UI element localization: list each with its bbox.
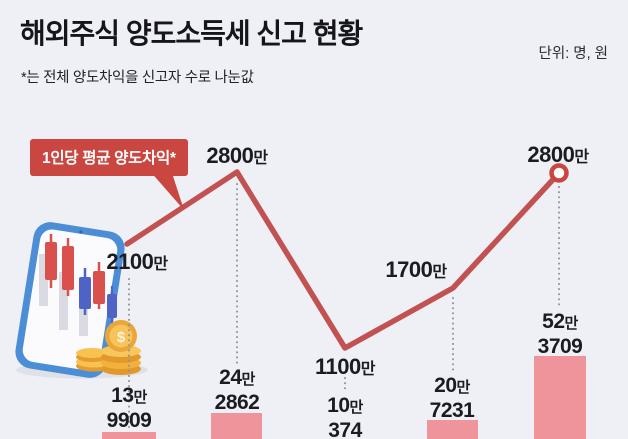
bar-value-label: 52만 3709	[538, 310, 583, 358]
page-title: 해외주식 양도소득세 신고 현황	[20, 18, 363, 49]
bar-value-label: 13만 9909	[107, 384, 152, 432]
bar-value-digits: 24	[219, 366, 242, 389]
bar-value-label: 20만 7231	[430, 374, 475, 422]
line-value-label: 2800만	[527, 142, 589, 168]
bar-value-digits: 20	[434, 374, 457, 397]
line-value-digits: 1700	[385, 257, 433, 282]
line-value-suffix: 만	[153, 256, 168, 273]
bar-value-label: 24만 2862	[215, 366, 260, 414]
bar-value-suffix: 만	[456, 379, 471, 396]
bar-value-line1: 13만	[107, 384, 152, 409]
bar-value-line1: 24만	[215, 366, 260, 391]
bar-value-line2: 3709	[537, 335, 583, 358]
line-value-label: 2800만	[206, 143, 268, 169]
svg-text:$: $	[117, 329, 126, 346]
bar-value-suffix: 만	[133, 389, 148, 406]
callout-average-gain: 1인당 평균 양도차익*	[30, 139, 188, 176]
line-value-digits: 2800	[206, 143, 254, 168]
line-value-label: 1100만	[315, 354, 375, 380]
line-value-label: 2100만	[106, 249, 168, 275]
bar	[427, 420, 478, 439]
line-value-label: 1700만	[385, 257, 447, 283]
line-value-digits: 1100	[315, 354, 361, 379]
line-value-suffix: 만	[432, 264, 447, 281]
bar-value-digits: 52	[542, 310, 565, 333]
unit-label: 단위: 명, 원	[538, 46, 608, 62]
line-value-suffix: 만	[360, 361, 376, 378]
callout-tail	[149, 170, 184, 210]
bar-value-digits: 13	[111, 384, 134, 407]
line-value-suffix: 만	[574, 149, 589, 166]
smartphone-icon	[15, 222, 125, 378]
line-series-path	[124, 169, 562, 351]
line-value-suffix: 만	[253, 150, 268, 167]
coins-icon: $	[76, 320, 141, 375]
phone-coins-illustration: $	[15, 222, 148, 379]
bar	[102, 432, 156, 439]
candlestick-icon	[39, 234, 117, 336]
bar-value-suffix: 만	[564, 315, 579, 332]
callout-label: 1인당 평균 양도차익*	[42, 150, 176, 167]
bar-value-label: 10만 374	[327, 394, 363, 439]
line-value-digits: 2800	[527, 142, 575, 167]
bar-value-suffix: 만	[241, 371, 256, 388]
bar	[534, 356, 586, 439]
bar-value-line1: 10만	[327, 394, 363, 419]
bar-value-digits: 10	[327, 394, 350, 417]
bar	[211, 413, 262, 439]
bar-value-line2: 2862	[214, 391, 260, 414]
line-value-digits: 2100	[106, 249, 154, 274]
bar-value-line1: 20만	[430, 374, 475, 399]
bar-value-line2: 374	[328, 419, 362, 439]
bar-value-line2: 7231	[429, 399, 475, 422]
bar-value-line2: 9909	[106, 409, 152, 432]
bar-value-suffix: 만	[349, 399, 364, 416]
bar-value-line1: 52만	[538, 310, 583, 335]
footnote: *는 전체 양도차익을 신고자 수로 나눈값	[21, 70, 254, 86]
